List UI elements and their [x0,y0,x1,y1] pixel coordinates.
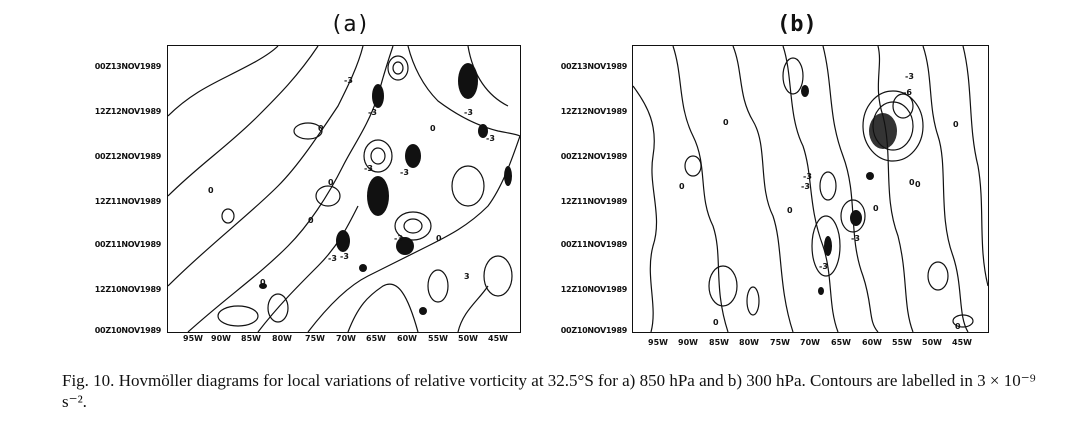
panel-a-contour-label: 0 [430,124,436,133]
panel-a-ytick: 12Z12NOV1989 [94,107,162,116]
panel-a-xtick: 90W [211,334,231,343]
panel-a-ytick: 00Z10NOV1989 [94,326,162,335]
panel-b-ytick: 00Z13NOV1989 [560,62,628,71]
panel-b-contour-label: -3 [801,182,810,191]
panel-b-contour-label: 0 [955,322,961,331]
panel-b-ytick: 12Z11NOV1989 [560,197,628,206]
panel-b-xtick: 45W [952,338,972,347]
panel-b-contours [633,46,988,332]
panel-a-contour-label: 0 [436,234,442,243]
panel-b-xtick: 80W [739,338,759,347]
panel-b-contour-label: -3 [803,172,812,181]
panel-b-xtick: 65W [831,338,851,347]
panel-a-ytick: 12Z10NOV1989 [94,285,162,294]
panel-b-xtick: 50W [922,338,942,347]
panel-a-contour-label: 0 [328,178,334,187]
panel-b-contour-label: -3 [905,72,914,81]
panel-a-xtick: 70W [336,334,356,343]
panel-a-xtick: 80W [272,334,292,343]
panel-a-xtick: 75W [305,334,325,343]
panel-a-plot: -3 -3 0 -3 -3 0 -3 0 3 -3 0 0 -3 0 -3 0 … [167,45,521,333]
caption-text: Hovmöller diagrams for local variations … [62,371,1036,411]
panel-b-ytick: 12Z10NOV1989 [560,285,628,294]
panel-a-xtick: 65W [366,334,386,343]
panel-b-xtick: 70W [800,338,820,347]
panel-b-xtick: 60W [862,338,882,347]
panel-a-contour-label: -3 [400,168,409,177]
panel-a-contour-label: -3 [368,108,377,117]
panel-b-ytick: 00Z10NOV1989 [560,326,628,335]
caption-prefix: Fig. 10. [62,371,115,390]
panel-b-ytick: 00Z12NOV1989 [560,152,628,161]
panel-a-ytick: 00Z13NOV1989 [94,62,162,71]
panel-a-contour-label: -3 [464,108,473,117]
panel-a-contour-label: 0 [318,124,324,133]
panel-b-contour-label: 0 [873,204,879,213]
panel-b-ytick: 12Z12NOV1989 [560,107,628,116]
panel-b-xtick: 85W [709,338,729,347]
panel-b-title: (b) [777,12,817,37]
panel-b-xtick: 75W [770,338,790,347]
panel-b-contour-label: 0 [909,178,915,187]
panel-a-contour-label: -3 [486,134,495,143]
panel-b-contour-label: -3 [819,262,828,271]
panel-b-ytick: 00Z11NOV1989 [560,240,628,249]
panel-b-contour-label: 0 [723,118,729,127]
panel-b-contour-label: 0 [953,120,959,129]
panel-a-title: (a) [330,12,370,37]
panel-a-contours [168,46,520,332]
panel-b-contour-label: -3 [851,234,860,243]
panel-a-xtick: 95W [183,334,203,343]
panel-a-contour-label: 0 [308,216,314,225]
panel-a-contour-label: -3 [364,164,373,173]
panel-a-contour-label: -3 [394,234,403,243]
panel-b-contour-label: -6 [903,88,912,97]
panel-b-contour-label: 0 [915,180,921,189]
panel-a-contour-label: -3 [328,254,337,263]
panel-a-xtick: 50W [458,334,478,343]
panel-a-contour-label: 0 [208,186,214,195]
panel-b-contour-label: 0 [713,318,719,327]
panel-b-xtick: 55W [892,338,912,347]
panel-a-contour-label: -3 [344,76,353,85]
panel-a-ytick: 00Z11NOV1989 [94,240,162,249]
panel-b-xtick: 95W [648,338,668,347]
panel-a-contour-label: 3 [464,272,470,281]
panel-a-contour-label: 0 [260,278,266,287]
panel-b-contour-label: 0 [787,206,793,215]
panel-a-xtick: 60W [397,334,417,343]
panel-b-contour-label: 0 [679,182,685,191]
figure-caption: Fig. 10. Hovmöller diagrams for local va… [62,370,1062,412]
panel-a-ytick: 00Z12NOV1989 [94,152,162,161]
panel-a-xtick: 55W [428,334,448,343]
panel-b-xtick: 90W [678,338,698,347]
panel-a-contour-label: -3 [340,252,349,261]
panel-a-xtick: 45W [488,334,508,343]
panel-a-xtick: 85W [241,334,261,343]
panel-a-ytick: 12Z11NOV1989 [94,197,162,206]
panel-b-plot: -3 -6 0 0 -3 0 -3 0 -3 0 0 0 -3 0 0 [632,45,989,333]
